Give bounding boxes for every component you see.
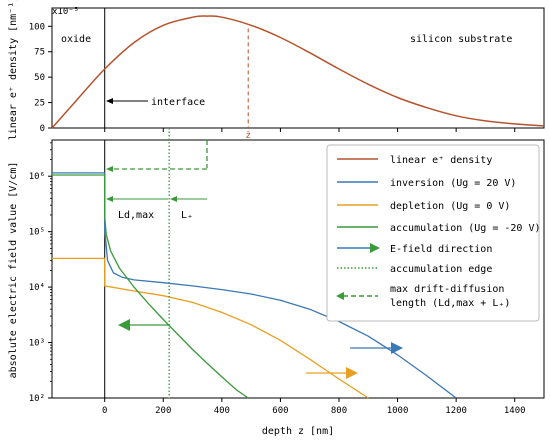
inversion-curve [52, 172, 457, 399]
legend-swatch-efield-head [370, 243, 380, 253]
legend-label-drift: max drift-diffusion length (Ld,max + L₊) [390, 284, 510, 309]
top-y-tick-label: 25 [34, 99, 45, 109]
top-y-tick-label: 100 [29, 22, 45, 32]
bottom-y-tick-label: 10⁵ [29, 228, 45, 238]
ld-max-label: Ld,max [118, 210, 154, 221]
accumulation-efield-arrowhead [118, 319, 130, 331]
bottom-x-tick-label: 1200 [445, 406, 467, 416]
top-panel: x10⁻⁵ oxide silicon substrate 0 25 50 75 100… [8, 0, 545, 141]
top-y-tick-label: 50 [34, 73, 45, 83]
ld-max-arrowhead [106, 196, 113, 202]
bottom-plot-frame [51, 139, 545, 399]
drift-length-arrowhead [106, 166, 113, 172]
legend-swatch-drift-head [336, 292, 344, 300]
legend: linear e⁺ density inversion (Ug = 20 V) … [326, 144, 541, 322]
legend-label-inversion: inversion (Ug = 20 V) [390, 178, 516, 189]
legend-label-depletion: depletion (Ug = 0 V) [390, 201, 510, 212]
bottom-y-tick-label: 10⁶ [29, 172, 45, 182]
interface-label: interface [151, 97, 205, 108]
legend-box [326, 144, 540, 322]
bottom-x-tick-label: 1400 [504, 406, 526, 416]
x-axis-label: depth z [nm] [262, 426, 334, 437]
bottom-x-tick-label: 1000 [387, 406, 409, 416]
top-y-ticks: 0 25 50 75 100 [29, 22, 52, 134]
bottom-y-ticks: 10² 10³ 10⁴ 10⁵ 10⁶ [29, 142, 52, 404]
interface-arrowhead [106, 98, 113, 104]
positron-density-curve [51, 15, 545, 129]
top-y-tick-label: 0 [40, 124, 45, 134]
inversion-efield-arrowhead [391, 342, 403, 354]
legend-label-efield: E-field direction [390, 244, 492, 255]
lplus-arrowhead [170, 196, 177, 202]
bottom-x-tick-label: 400 [214, 406, 230, 416]
bottom-x-ticks: 0 200 400 600 800 1000 1200 1400 [102, 398, 526, 416]
bottom-x-tick-label: 600 [272, 406, 288, 416]
depletion-curve [52, 257, 369, 399]
legend-label-acc-edge: accumulation edge [390, 264, 492, 275]
top-y-scale-label: x10⁻⁵ [52, 7, 79, 17]
bottom-x-tick-label: 200 [155, 406, 171, 416]
top-x-ticks [104, 128, 516, 132]
accumulation-curve [52, 174, 249, 399]
oxide-label: oxide [61, 34, 91, 45]
bottom-y-tick-label: 10⁴ [29, 283, 45, 293]
lplus-label: L₊ [181, 210, 193, 221]
substrate-label: silicon substrate [410, 34, 512, 45]
bottom-panel: 10² 10³ 10⁴ 10⁵ 10⁶ 0 200 400 600 800 1000 1200 140… [8, 128, 545, 437]
legend-label-accumulation: accumulation (Ug = -20 V) [390, 223, 541, 234]
zbar-label: z̄ [246, 131, 251, 141]
bottom-y-tick-label: 10³ [29, 339, 45, 349]
bottom-y-axis-label: absolute electric field value [V/cm] [8, 162, 19, 379]
top-y-tick-label: 75 [34, 48, 45, 58]
bottom-y-tick-label: 10² [29, 394, 45, 404]
top-plot-frame [51, 7, 545, 129]
depletion-efield-arrowhead [346, 367, 358, 379]
bottom-x-tick-label: 0 [102, 406, 107, 416]
bottom-x-tick-label: 800 [331, 406, 347, 416]
legend-label-density: linear e⁺ density [390, 155, 492, 166]
top-y-axis-label: linear e⁺ density [nm⁻¹] [8, 0, 19, 140]
